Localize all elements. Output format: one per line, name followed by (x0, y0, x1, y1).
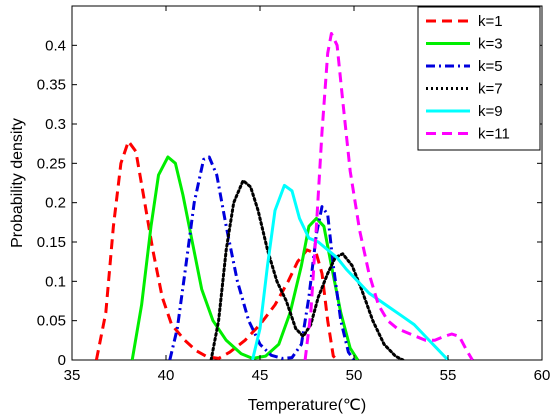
series-line-k9 (251, 183, 450, 360)
y-tick-label: 0.05 (37, 313, 66, 330)
x-tick-label: 55 (440, 367, 457, 384)
y-tick-label: 0 (58, 352, 66, 369)
y-tick-label: 0.3 (45, 116, 66, 133)
y-tick-label: 0.2 (45, 195, 66, 212)
series-line-k11 (303, 32, 474, 360)
legend-label: k=5 (478, 58, 503, 75)
legend-box (417, 6, 541, 151)
legend-label: k=11 (478, 126, 510, 143)
series-line-k3 (130, 155, 360, 360)
series-line-k5 (168, 155, 356, 360)
legend-label: k=7 (478, 81, 503, 98)
y-tick-label: 0.1 (45, 273, 66, 290)
y-tick-label: 0.25 (37, 155, 66, 172)
y-tick-label: 0.15 (37, 234, 66, 251)
x-tick-label: 60 (534, 367, 550, 384)
y-tick-label: 0.35 (37, 77, 66, 94)
x-tick-label: 45 (252, 367, 269, 384)
y-axis-label: Probability density (9, 118, 26, 248)
x-tick-label: 35 (64, 367, 81, 384)
y-tick-label: 0.4 (45, 37, 66, 54)
series-line-k1 (94, 139, 339, 360)
legend: k=1 k=3 k=5 k=7 k=9 k=11 (417, 6, 541, 151)
series-line-k7 (209, 179, 405, 360)
legend-label: k=3 (478, 36, 503, 53)
legend-label: k=1 (478, 13, 503, 30)
x-tick-label: 40 (158, 367, 175, 384)
x-axis-label: Temperature(℃) (248, 397, 366, 414)
x-tick-label: 50 (346, 367, 363, 384)
legend-label: k=9 (478, 103, 503, 120)
